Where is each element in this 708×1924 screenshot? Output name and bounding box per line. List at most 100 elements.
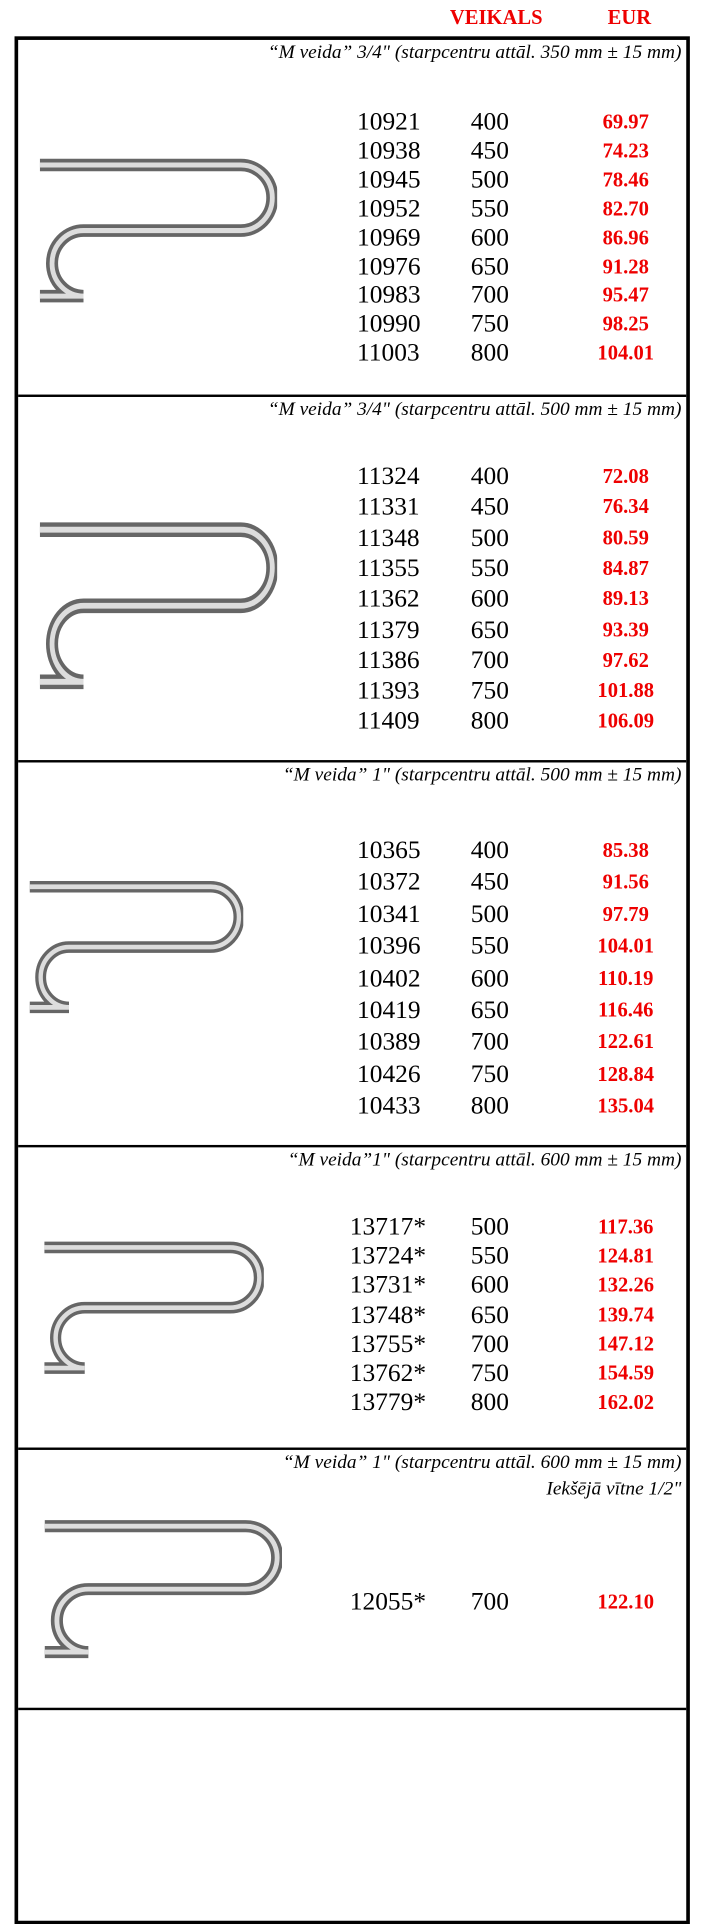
product-code: 10396: [357, 930, 421, 960]
size: 750: [470, 675, 509, 705]
product-code: 11331: [357, 491, 420, 521]
size: 600: [470, 962, 509, 992]
price: 110.19: [598, 966, 654, 990]
product-code: 10341: [357, 899, 421, 929]
size: 700: [470, 280, 509, 310]
size: 700: [470, 644, 509, 674]
price: 122.10: [597, 1590, 655, 1614]
size: 700: [470, 1586, 509, 1616]
section-title: “M veida” 1" (starpcentru attāl. 500 mm …: [282, 764, 682, 786]
product-code: 10921: [357, 106, 421, 136]
pipe-image: [44, 1520, 282, 1659]
size: 450: [470, 135, 509, 165]
section-title: “M veida”1" (starpcentru attāl. 600 mm ±…: [287, 1149, 682, 1171]
product-code: 10402: [357, 962, 421, 992]
product-code: 10389: [357, 1026, 421, 1056]
price: 84.87: [602, 556, 649, 580]
price: 95.47: [602, 283, 649, 307]
size: 800: [470, 706, 509, 736]
size: 550: [470, 552, 509, 583]
size: 800: [470, 337, 509, 367]
price: 93.39: [602, 617, 649, 641]
price: 80.59: [602, 525, 649, 549]
product-code: 13748*: [349, 1299, 427, 1329]
price: 74.23: [602, 139, 649, 163]
price: 135.04: [597, 1094, 655, 1118]
size: 550: [470, 930, 509, 960]
product-code: 10990: [357, 308, 421, 339]
size: 700: [470, 1328, 509, 1358]
product-code: 13779*: [349, 1387, 427, 1417]
product-code: 11386: [357, 644, 420, 674]
size: 650: [470, 994, 509, 1024]
section: “M veida” 3/4" (starpcentru attāl. 500 m…: [18, 397, 687, 763]
pipe-image: [29, 880, 244, 1014]
column-header: VEIKALS: [449, 6, 543, 30]
product-code: 10938: [357, 135, 421, 165]
price: 91.56: [602, 870, 649, 894]
product-code: 13717*: [349, 1211, 427, 1241]
pipe-image: [44, 1241, 264, 1374]
price: 139.74: [597, 1303, 655, 1326]
product-code: 11003: [357, 337, 420, 367]
section-title: “M veida” 3/4" (starpcentru attāl. 350 m…: [267, 42, 682, 63]
section-title: “M veida” 3/4" (starpcentru attāl. 500 m…: [267, 399, 682, 420]
section: “M veida”1" (starpcentru attāl. 600 mm ±…: [18, 1147, 687, 1450]
product-code: 13755*: [349, 1328, 427, 1358]
section-title: “M veida” 1" (starpcentru attāl. 600 mm …: [282, 1452, 682, 1473]
product-code: 10969: [357, 222, 421, 252]
product-code: 10976: [357, 251, 421, 281]
price: 78.46: [602, 167, 649, 191]
product-code: 11362: [357, 583, 420, 613]
size: 400: [470, 461, 509, 491]
size: 800: [470, 1387, 509, 1417]
price: 106.09: [597, 709, 655, 733]
size: 750: [470, 1058, 509, 1088]
product-code: 11393: [357, 675, 420, 705]
price: 72.08: [602, 464, 649, 488]
product-code: 10983: [357, 280, 421, 310]
price: 128.84: [597, 1062, 655, 1086]
size: 450: [470, 867, 509, 897]
size: 750: [470, 308, 509, 339]
product-code: 10372: [357, 867, 421, 897]
product-code: 11348: [357, 522, 420, 552]
pipe-image: [39, 522, 278, 690]
price: 154.59: [597, 1361, 655, 1385]
price: 97.62: [602, 648, 649, 672]
price: 69.97: [602, 110, 649, 134]
section: “M veida” 1" (starpcentru attāl. 600 mm …: [18, 1450, 687, 1711]
size: 400: [470, 106, 509, 136]
size: 600: [470, 583, 509, 613]
size: 650: [470, 251, 509, 281]
price: 76.34: [602, 495, 649, 519]
size: 750: [470, 1357, 509, 1388]
product-code: 11379: [357, 614, 420, 644]
product-code: 11324: [357, 461, 420, 491]
price: 97.79: [602, 902, 649, 926]
size: 550: [470, 1240, 509, 1270]
product-code: 12055*: [349, 1586, 427, 1616]
price: 85.38: [602, 838, 649, 862]
product-code: 10365: [357, 835, 421, 865]
size: 700: [470, 1026, 509, 1056]
product-code: 13724*: [349, 1240, 427, 1270]
price: 124.81: [597, 1244, 655, 1268]
section: “M veida” 1" (starpcentru attāl. 500 mm …: [18, 762, 687, 1148]
product-code: 10952: [357, 193, 421, 223]
price: 122.61: [597, 1030, 655, 1054]
size: 400: [470, 835, 509, 865]
size: 550: [470, 193, 509, 223]
product-code: 10426: [357, 1058, 421, 1088]
pipe-image: [39, 158, 278, 303]
price: 104.01: [597, 341, 655, 365]
size: 800: [470, 1090, 509, 1120]
price: 86.96: [602, 225, 649, 249]
price: 117.36: [598, 1215, 654, 1239]
price: 116.46: [598, 998, 654, 1022]
price: 98.25: [602, 312, 649, 336]
size: 600: [470, 1270, 509, 1300]
product-code: 10433: [357, 1090, 421, 1120]
product-code: 10419: [357, 994, 421, 1024]
size: 450: [470, 491, 509, 521]
